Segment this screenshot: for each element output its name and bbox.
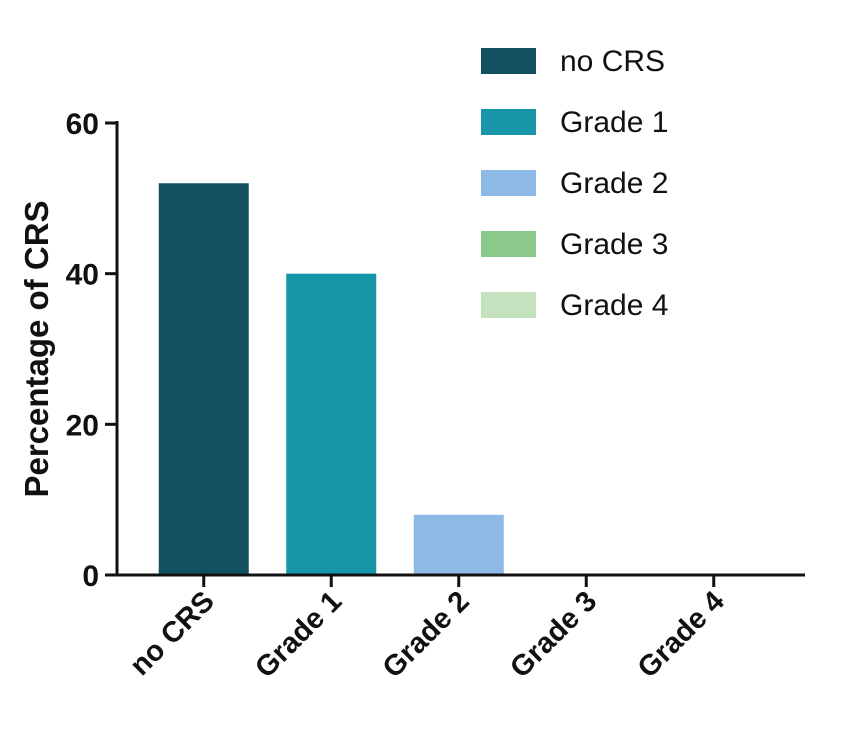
legend: no CRS Grade 1 Grade 2 Grade 3 Grade 4 [481, 45, 668, 322]
bar-no-crs [158, 183, 249, 575]
legend-item: Grade 4 [481, 289, 668, 322]
legend-label: Grade 1 [560, 106, 668, 139]
legend-item: no CRS [481, 45, 665, 78]
legend-label: Grade 3 [560, 228, 668, 261]
legend-label: no CRS [560, 45, 665, 78]
legend-label: Grade 2 [560, 167, 668, 200]
legend-swatch [481, 170, 536, 196]
y-tick-label: 0 [82, 560, 99, 593]
legend-swatch [481, 231, 536, 257]
x-tick-label: Grade 1 [249, 585, 348, 684]
bar-grade-1 [286, 273, 377, 575]
x-tick-label: Grade 4 [632, 585, 731, 684]
bars-group [158, 183, 504, 575]
y-tick-label: 40 [66, 259, 99, 292]
y-tick-label: 20 [66, 409, 99, 442]
bar-grade-2 [413, 514, 504, 575]
legend-swatch [481, 48, 536, 74]
legend-label: Grade 4 [560, 289, 668, 322]
legend-item: Grade 1 [481, 106, 668, 139]
y-tick-label: 60 [66, 108, 99, 141]
legend-item: Grade 2 [481, 167, 668, 200]
x-tick-label: Grade 3 [504, 585, 603, 684]
x-tick-label: Grade 2 [377, 585, 476, 684]
legend-swatch [481, 292, 536, 318]
x-tick-label: no CRS [124, 585, 221, 682]
legend-item: Grade 3 [481, 228, 668, 261]
y-axis-title: Percentage of CRS [18, 200, 55, 497]
legend-swatch [481, 109, 536, 135]
